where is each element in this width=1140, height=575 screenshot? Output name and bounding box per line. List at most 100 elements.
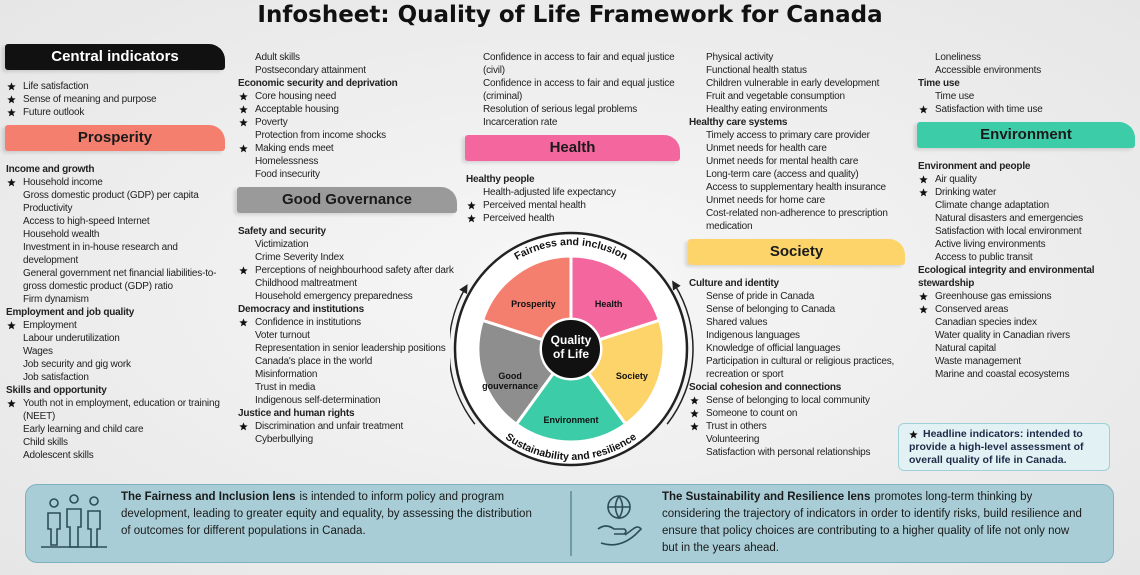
column: Central indicators Life satisfaction Sense…	[5, 44, 225, 462]
section-heading: Good Governance	[237, 187, 457, 213]
indicator: Water quality in Canadian rivers	[917, 329, 1135, 342]
indicator-text: Marine and coastal ecosystems	[935, 369, 1070, 380]
indicator-text: Confidence in access to fair and equal j…	[483, 78, 675, 102]
indicator-text: Fruit and vegetable consumption	[706, 91, 845, 102]
indicator-text: Shared values	[706, 317, 768, 328]
cycle-arrow	[450, 284, 476, 425]
indicator: Youth not in employment, education or tr…	[5, 397, 225, 423]
star-icon	[919, 105, 928, 114]
globe-hand-icon	[597, 495, 643, 546]
group-heading: Culture and identity	[689, 278, 779, 289]
indicator: Sense of pride in Canada	[688, 290, 905, 303]
indicator-text: Perceptions of neighbourhood safety afte…	[255, 265, 454, 276]
indicator-text: Sense of belonging to Canada	[706, 304, 835, 315]
star	[7, 399, 16, 408]
group-heading: Ecological integrity and environmental s…	[918, 265, 1095, 289]
section-heading: Central indicators	[5, 44, 225, 70]
indicator: Labour underutilization	[5, 332, 225, 345]
indicator: Knowledge of official languages	[688, 342, 905, 355]
indicator: Functional health status	[688, 64, 905, 77]
indicator: Conserved areas	[917, 303, 1135, 316]
headline-note: Headline indicators: intended to provide…	[898, 423, 1110, 471]
indicator: Satisfaction with personal relationships	[688, 446, 905, 459]
indicator-text: Unmet needs for health care	[706, 143, 827, 154]
group-heading: Economic security and deprivation	[238, 78, 398, 89]
wheel-segment-label: Society	[615, 370, 648, 381]
star	[7, 82, 16, 91]
indicator-text: Loneliness	[935, 52, 981, 63]
star	[467, 201, 476, 210]
wheel-segment-label: Good gouvernance	[482, 370, 539, 391]
indicator: Unmet needs for mental health care	[688, 155, 905, 168]
star-icon	[239, 266, 248, 275]
indicator-text: Voter turnout	[255, 330, 310, 341]
indicator: Someone to count on	[688, 407, 905, 420]
indicator: Canadian species index	[917, 316, 1135, 329]
star-icon	[690, 422, 699, 431]
indicator-text: Investment in in-house research and deve…	[23, 242, 178, 266]
indicator: Future outlook	[5, 106, 225, 119]
indicator: Gross domestic product (GDP) per capita	[5, 189, 225, 202]
star-icon	[239, 144, 248, 153]
indicator: Physical activity	[688, 51, 905, 64]
title: Infosheet: Quality of Life Framework for…	[257, 2, 883, 28]
indicator: Climate change adaptation	[917, 199, 1135, 212]
indicator-text: Unmet needs for home care	[706, 195, 825, 206]
indicator: Access to high-speed Internet	[5, 215, 225, 228]
column: Adult skills Postsecondary attainment Econ…	[237, 51, 457, 446]
star	[7, 321, 16, 330]
indicator: Accessible environments	[917, 64, 1135, 77]
indicator: Life satisfaction	[5, 80, 225, 93]
indicator-text: Canadian species index	[935, 317, 1037, 328]
indicator: Trust in media	[237, 381, 457, 394]
indicator: Wages	[5, 345, 225, 358]
star-icon	[690, 409, 699, 418]
cycle-arrow	[666, 280, 694, 425]
indicator: Firm dynamism	[5, 293, 225, 306]
indicator: Greenhouse gas emissions	[917, 290, 1135, 303]
indicator-text: Homelessness	[255, 156, 319, 167]
group-heading: Safety and security	[238, 226, 326, 237]
indicator-text: Job satisfaction	[23, 372, 89, 383]
star	[239, 266, 248, 275]
indicator-text: Food insecurity	[255, 169, 320, 180]
indicator-text: Time use	[935, 91, 975, 102]
indicator-text: Satisfaction with time use	[935, 104, 1043, 115]
indicator-text: Someone to count on	[706, 408, 798, 419]
indicator: Victimization	[237, 238, 457, 251]
indicator: Perceived health	[465, 212, 680, 225]
star	[909, 430, 918, 439]
indicator-text: Knowledge of official languages	[706, 343, 841, 354]
indicator-text: Satisfaction with personal relationships	[706, 447, 871, 458]
star	[239, 118, 248, 127]
indicator-text: Perceived mental health	[483, 200, 586, 211]
indicator: Job security and gig work	[5, 358, 225, 371]
indicator-text: Trust in media	[255, 382, 316, 393]
indicator-text: Long-term care (access and quality)	[706, 169, 859, 180]
indicator-text: Life satisfaction	[23, 81, 89, 92]
indicator-text: Indigenous self-determination	[255, 395, 381, 406]
indicator-text: Misinformation	[255, 369, 318, 380]
indicator-text: Satisfaction with local environment	[935, 226, 1082, 237]
indicator: Misinformation	[237, 368, 457, 381]
indicator: Fruit and vegetable consumption	[688, 90, 905, 103]
indicator: Confidence in access to fair and equal j…	[465, 51, 680, 77]
indicator-text: Confidence in access to fair and equal j…	[483, 52, 675, 76]
indicator-text: Representation in senior leadership posi…	[255, 343, 446, 354]
indicator-text: Job security and gig work	[23, 359, 131, 370]
lens-banner: The Fairness and Inclusion lens is intend…	[25, 484, 1114, 563]
indicator-text: Unmet needs for mental health care	[706, 156, 859, 167]
indicator: Job satisfaction	[5, 371, 225, 384]
star	[7, 95, 16, 104]
indicator-text: Resolution of serious legal problems	[483, 104, 637, 115]
indicator: Participation in cultural or religious p…	[688, 355, 905, 381]
indicator-text: Wages	[23, 346, 53, 357]
indicator: Perceptions of neighbourhood safety afte…	[237, 264, 457, 277]
indicator-text: Victimization	[255, 239, 309, 250]
indicator-text: Cyberbullying	[255, 434, 313, 445]
headline-note-text: Headline indicators: intended to provide…	[909, 428, 1084, 466]
indicator: Sense of belonging to Canada	[688, 303, 905, 316]
indicator-text: Active living environments	[935, 239, 1046, 250]
indicator-text: Drinking water	[935, 187, 997, 198]
